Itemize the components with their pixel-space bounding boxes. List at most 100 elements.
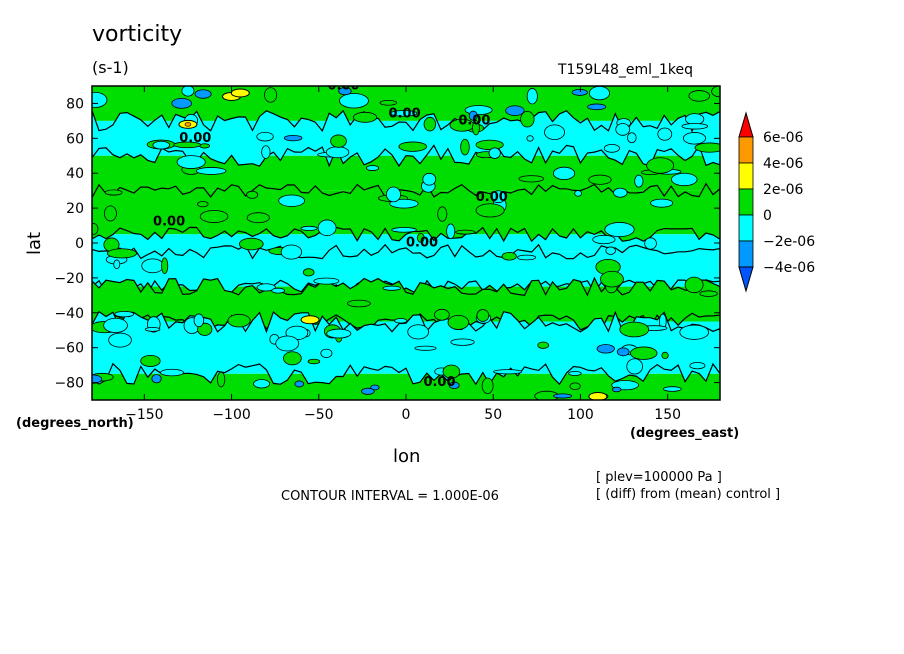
vorticity-blob [320, 348, 333, 358]
contour-label: 0.00 [423, 375, 455, 390]
x-tick-label: 150 [654, 407, 681, 423]
vorticity-blob [197, 201, 209, 208]
vorticity-blob [140, 354, 161, 367]
strong-negative-patch [448, 381, 460, 390]
vorticity-blob [699, 290, 718, 297]
equatorial-negative-band [92, 243, 720, 295]
vorticity-blob [275, 335, 300, 352]
vorticity-blob [264, 87, 278, 103]
vorticity-blob [661, 351, 669, 360]
vorticity-blob [434, 308, 450, 321]
vorticity-blob [246, 190, 259, 199]
colorbar-label: 0 [763, 208, 772, 224]
vorticity-blob [475, 203, 505, 218]
strong-negative-patch [505, 105, 525, 116]
vorticity-blob [382, 285, 402, 291]
vorticity-blob [552, 166, 576, 180]
vorticity-blob [526, 135, 534, 142]
vorticity-blob [518, 175, 545, 183]
contour-label: 0.00 [328, 78, 360, 93]
vorticity-blob [544, 124, 565, 141]
y-tick-label: −20 [54, 271, 84, 287]
colorbar-segment [738, 240, 754, 268]
vorticity-blob [437, 206, 448, 222]
vorticity-blob [416, 233, 425, 243]
level-note: [ plev=100000 Pa ] [596, 470, 722, 485]
vorticity-blob [352, 111, 378, 123]
vorticity-blob [626, 358, 643, 375]
vorticity-blob [682, 132, 707, 145]
south-midlat-negative-band [92, 310, 720, 386]
strong-negative-patch [194, 89, 212, 99]
contour-label: 0.00 [153, 215, 185, 230]
vorticity-blob [238, 237, 264, 251]
vorticity-blob [689, 361, 706, 370]
contour-label: 0.00 [179, 131, 211, 146]
vorticity-blob [605, 246, 616, 255]
vorticity-blob [326, 328, 352, 339]
colorbar-max-arrow [738, 111, 754, 138]
vorticity-blob [176, 155, 206, 169]
x-tick-label: −50 [304, 407, 334, 423]
vorticity-blob [646, 157, 675, 174]
vorticity-blob [592, 234, 616, 245]
vorticity-blob [407, 324, 430, 340]
vorticity-blob [307, 358, 321, 365]
vorticity-blob [330, 134, 347, 148]
vorticity-blob [569, 382, 581, 391]
vorticity-blob [347, 299, 371, 308]
vorticity-blob [339, 93, 369, 109]
vorticity-blob [261, 145, 271, 159]
vorticity-blob [379, 99, 398, 106]
vorticity-blob [460, 138, 470, 156]
vorticity-blob [588, 86, 610, 101]
vorticity-blob [681, 123, 709, 130]
vorticity-blob [684, 276, 704, 294]
y-tick-label: −60 [54, 341, 84, 357]
strong-negative-patch [596, 344, 615, 354]
vorticity-blob [694, 142, 720, 153]
vorticity-blob [302, 268, 315, 277]
vorticity-blob [414, 345, 437, 351]
strong-negative-patch [468, 110, 478, 121]
contour-label: 0.00 [476, 190, 508, 205]
strong-negative-patch [294, 380, 305, 388]
vorticity-blob [160, 368, 184, 377]
vorticity-blob [278, 194, 305, 207]
vorticity-blob [106, 248, 137, 259]
contour-label: 0.00 [406, 235, 438, 250]
vorticity-blob [422, 172, 437, 186]
strong-negative-patch [151, 374, 162, 384]
vorticity-blob [144, 326, 161, 332]
vorticity-blob [161, 257, 169, 275]
y-tick-label: 60 [66, 131, 84, 147]
vorticity-blob [390, 110, 418, 117]
y-axis-units: (degrees_north) [16, 416, 134, 431]
y-tick-label: −80 [54, 376, 84, 392]
x-tick-label: −100 [212, 407, 250, 423]
vorticity-blob [108, 332, 132, 348]
colorbar-label: −4e-06 [763, 260, 815, 276]
strong-negative-patch [283, 134, 303, 142]
vorticity-blob [386, 186, 402, 203]
vorticity-blob [365, 165, 380, 171]
vorticity-blob [634, 174, 644, 188]
vorticity-blob [280, 244, 303, 260]
vorticity-blob [630, 346, 658, 360]
x-tick-label: 100 [567, 407, 594, 423]
vorticity-blob [141, 258, 165, 274]
strong-negative-patch [171, 97, 192, 109]
vorticity-blob [282, 351, 302, 366]
vorticity-blob [253, 379, 271, 389]
vorticity-blob [92, 223, 99, 235]
vorticity-blob [446, 223, 456, 240]
vorticity-blob [313, 277, 340, 285]
x-tick-label: −150 [125, 407, 163, 423]
vorticity-blob [104, 189, 123, 196]
vorticity-blob [173, 141, 202, 149]
vorticity-blob [472, 120, 480, 136]
vorticity-blob [613, 187, 628, 198]
vorticity-blob [671, 172, 698, 187]
vorticity-blob [271, 287, 286, 294]
